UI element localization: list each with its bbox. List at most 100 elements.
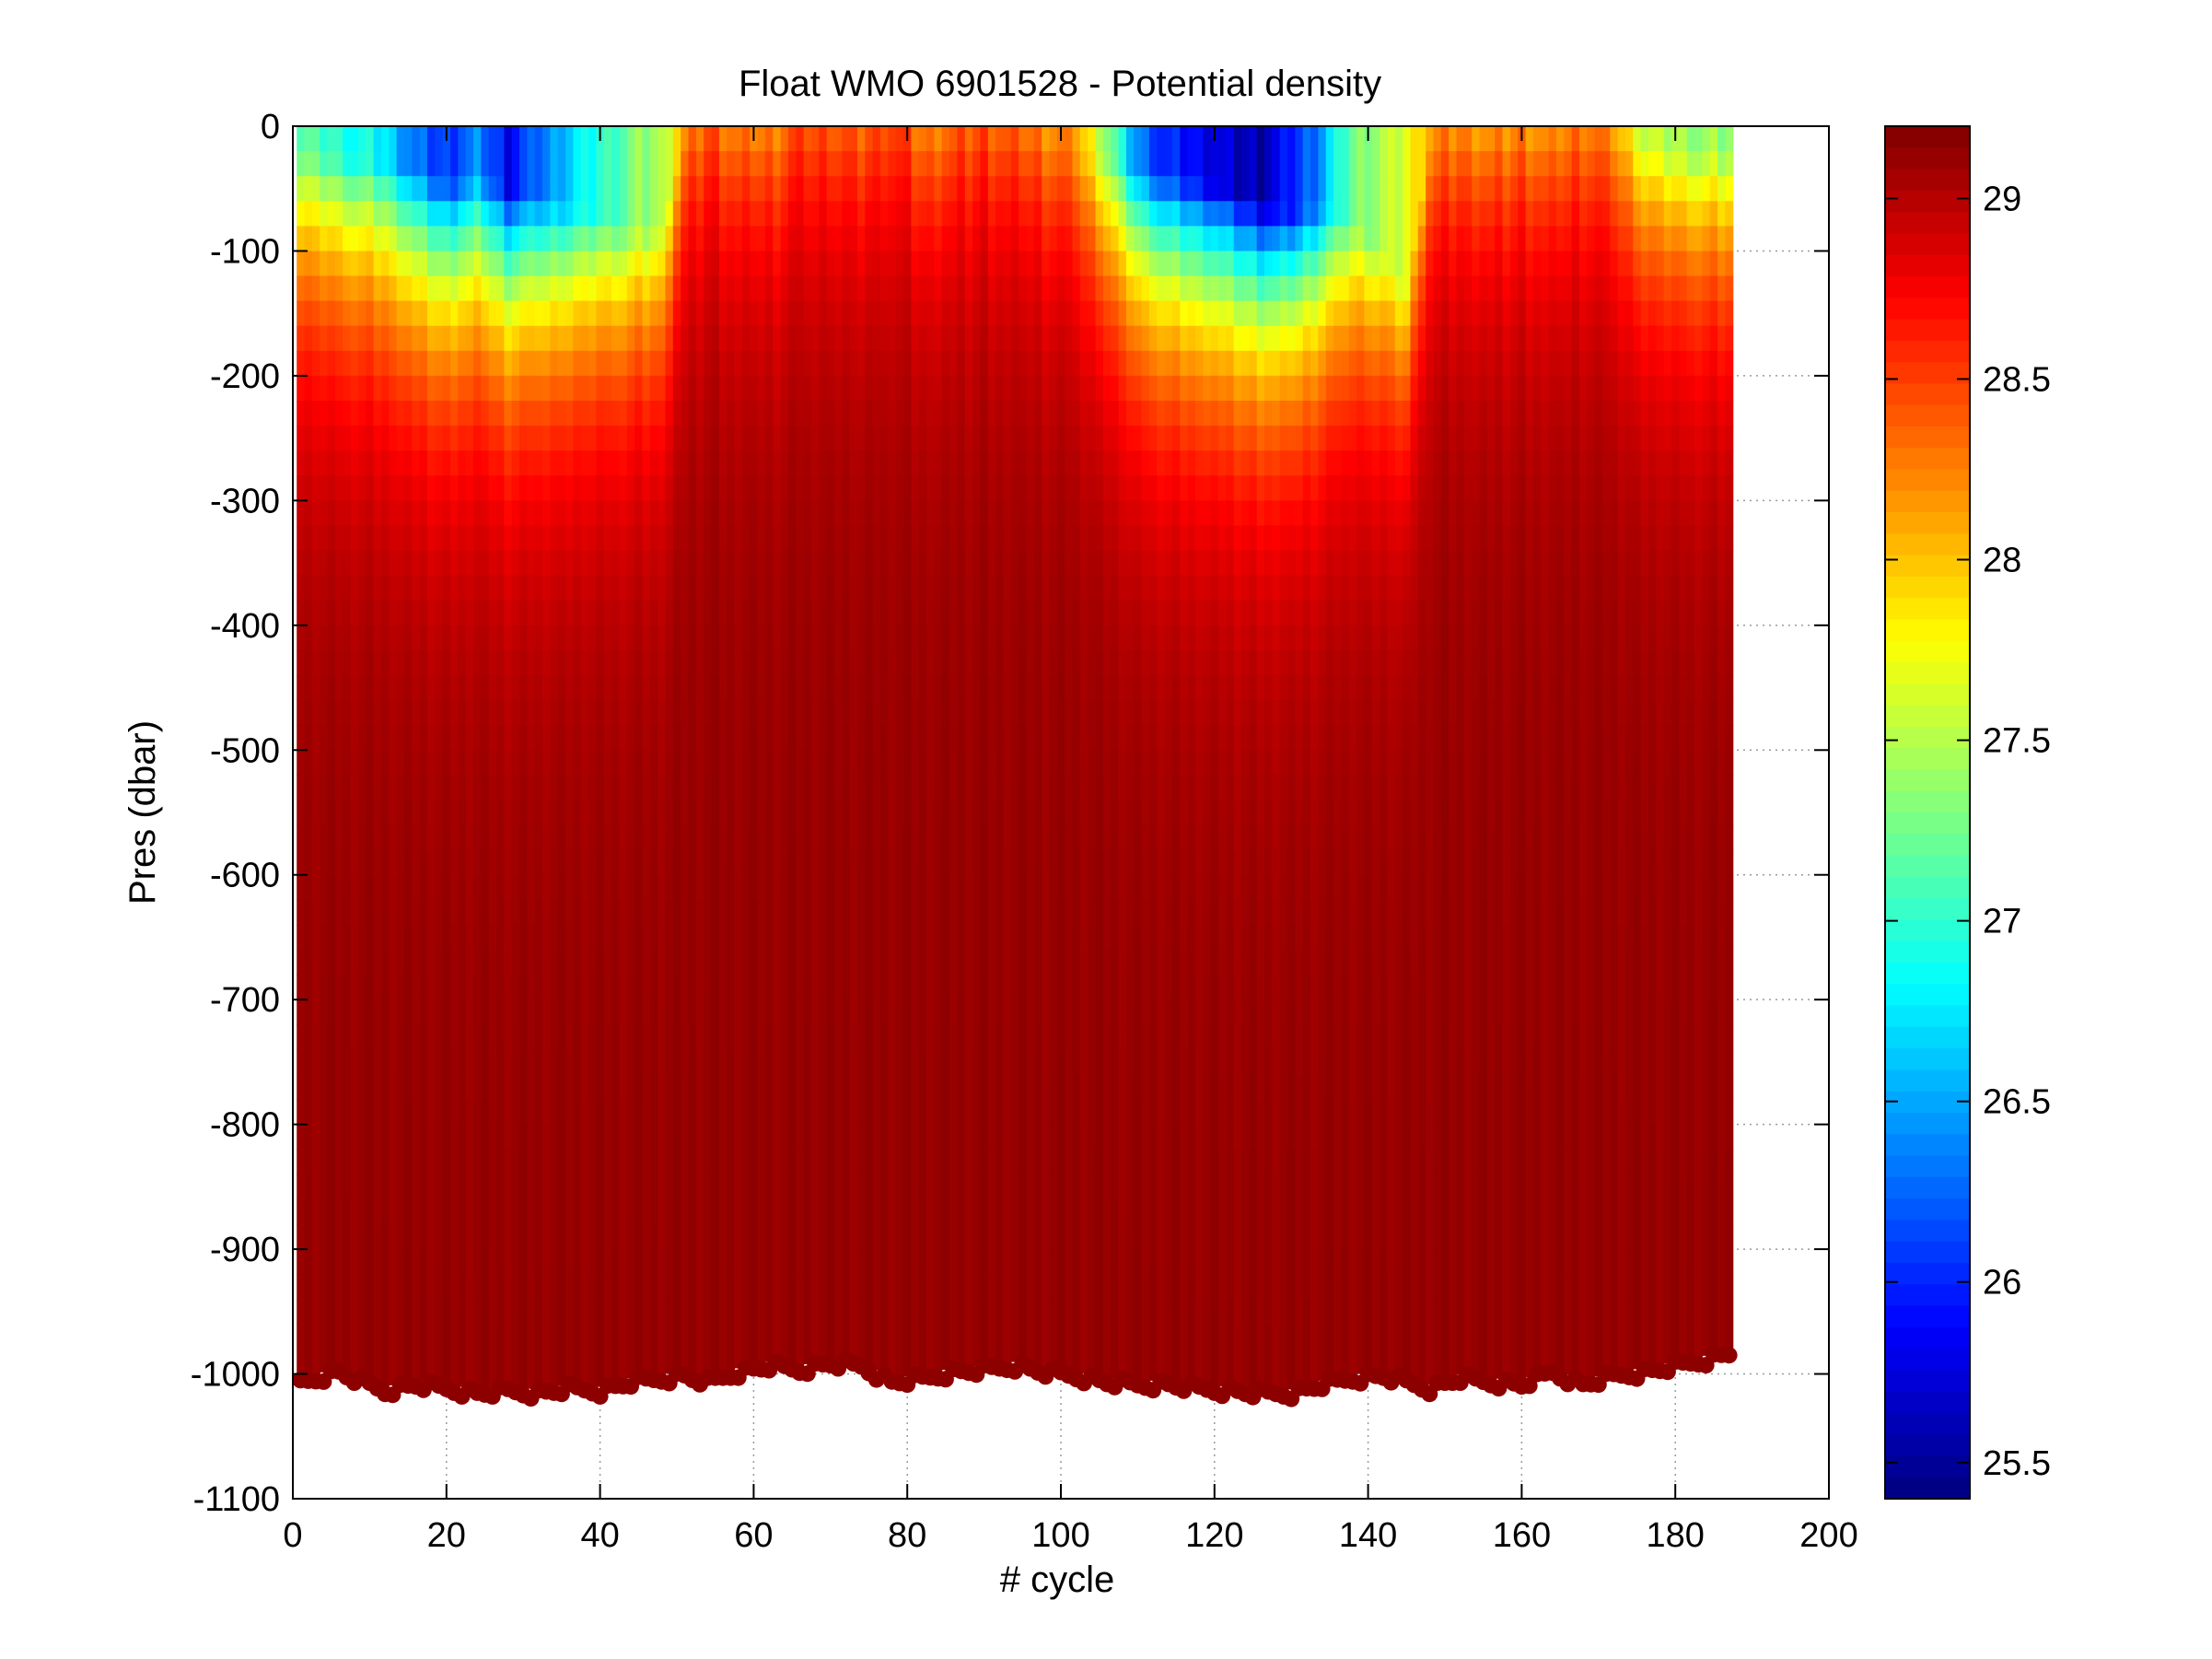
heatmap-cell [435,201,444,227]
heatmap-cell [596,1099,605,1126]
heatmap-cell [343,600,352,626]
heatmap-cell [565,525,574,552]
heatmap-cell [534,1349,543,1375]
heatmap-cell [658,450,666,476]
heatmap-cell [857,575,866,602]
heatmap-cell [557,1049,566,1076]
heatmap-cell [373,1274,382,1300]
heatmap-cell [550,625,559,651]
heatmap-cell [819,1274,828,1300]
heatmap-cell [557,1274,566,1300]
heatmap-cell [972,1324,981,1350]
heatmap-cell [343,1049,352,1076]
heatmap-cell [1010,350,1019,377]
heatmap-cell [842,275,851,302]
heatmap-cell [750,1174,759,1200]
heatmap-cell [964,525,973,552]
heatmap-cell [888,176,897,202]
heatmap-cell [787,849,797,876]
heatmap-cell [527,375,536,402]
heatmap-cell [926,450,935,476]
heatmap-cell [734,824,743,851]
heatmap-cell [611,426,620,451]
heatmap-cell [1003,575,1012,602]
heatmap-cell [481,1274,490,1300]
heatmap-cell [450,176,459,202]
heatmap-cell [626,475,635,501]
heatmap-cell [580,176,589,202]
heatmap-cell [704,1124,713,1151]
heatmap-cell [596,849,605,876]
heatmap-cell [727,401,736,426]
heatmap-cell [865,1274,874,1300]
heatmap-cell [573,525,582,552]
heatmap-cell [458,1324,467,1350]
heatmap-cell [534,874,543,901]
heatmap-cell [727,775,736,801]
heatmap-cell [834,924,843,951]
heatmap-cell [297,1274,306,1300]
heatmap-cell [918,975,927,1000]
heatmap-cell [350,300,359,327]
heatmap-cell [396,700,405,726]
heatmap-cell [396,824,405,851]
heatmap-cell [949,1324,958,1350]
heatmap-cell [672,600,681,626]
heatmap-cell [588,275,597,302]
heatmap-cell [1042,226,1051,252]
heatmap-cell [803,500,812,527]
heatmap-cell [565,176,574,202]
heatmap-cell [880,700,889,726]
heatmap-cell [542,251,551,277]
heatmap-cell [880,525,889,552]
heatmap-cell [780,525,789,552]
heatmap-cell [872,950,881,976]
heatmap-cell [888,649,897,676]
heatmap-cell [488,1124,497,1151]
heatmap-cell [918,1249,927,1275]
heatmap-cell [718,475,728,501]
heatmap-cell [611,1049,620,1076]
heatmap-cell [764,999,774,1025]
heatmap-cell [603,1299,612,1325]
heatmap-cell [711,1324,720,1350]
heatmap-cell [412,1349,421,1375]
heatmap-cell [403,151,413,177]
heatmap-cell [350,975,359,1000]
heatmap-cell [895,151,904,177]
heatmap-cell [588,775,597,801]
heatmap-cell [320,375,329,402]
heatmap-cell [964,1249,973,1275]
heatmap-cell [419,251,428,277]
heatmap-cell [780,625,789,651]
heatmap-cell [787,1174,797,1200]
heatmap-cell [750,575,759,602]
heatmap-cell [519,325,528,352]
heatmap-cell [542,1299,551,1325]
heatmap-cell [412,700,421,726]
heatmap-cell [389,176,398,202]
heatmap-cell [658,824,666,851]
heatmap-cell [527,1174,536,1200]
heatmap-cell [880,750,889,776]
heatmap-cell [750,401,759,426]
heatmap-cell [972,500,981,527]
heatmap-cell [1026,1149,1035,1175]
heatmap-cell [1049,550,1058,577]
heatmap-cell [481,275,490,302]
heatmap-cell [634,975,643,1000]
heatmap-cell [297,625,306,651]
heatmap-cell [435,600,444,626]
heatmap-cell [1049,176,1058,202]
heatmap-cell [419,1049,428,1076]
heatmap-cell [603,251,612,277]
heatmap-cell [934,1224,943,1250]
heatmap-cell [796,525,805,552]
heatmap-cell [481,1149,490,1175]
heatmap-cell [389,824,398,851]
heatmap-cell [819,649,828,676]
heatmap-cell [704,1149,713,1175]
heatmap-cell [819,550,828,577]
heatmap-cell [396,176,405,202]
heatmap-cell [450,1049,459,1076]
